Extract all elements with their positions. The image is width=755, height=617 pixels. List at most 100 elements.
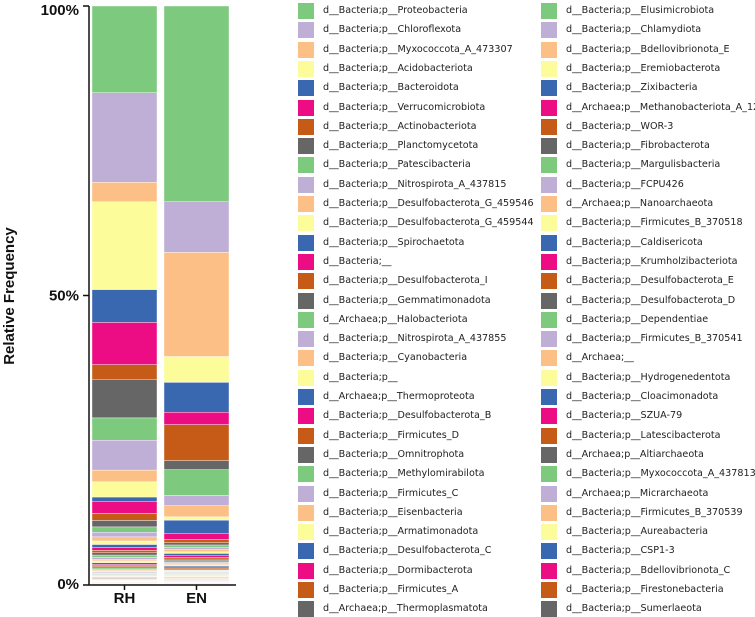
y-tick-label: 100%	[41, 2, 79, 19]
bar-rh-segment-8	[92, 379, 157, 418]
legend-label: d__Bacteria;p__Firmicutes_B_370539	[566, 506, 743, 520]
legend-label: d__Bacteria;p__Myxococcota_A_437813	[566, 467, 755, 481]
legend-swatch	[298, 196, 314, 212]
bar-rh-segment-25	[92, 555, 157, 557]
legend-swatch	[298, 273, 314, 289]
bar-en-segment-3	[164, 252, 229, 356]
legend-swatch	[541, 447, 557, 463]
legend-swatch	[541, 235, 557, 251]
legend-swatch	[541, 196, 557, 212]
legend-label: d__Archaea;p__Halobacteriota	[323, 313, 468, 327]
bar-rh-segment-22	[92, 547, 157, 550]
bar-rh-segment-7	[92, 365, 157, 380]
legend-label: d__Archaea;p__Thermoplasmatota	[323, 602, 488, 616]
legend-swatch	[298, 486, 314, 502]
bar-rh-segment-29	[92, 563, 157, 565]
legend-swatch	[298, 505, 314, 521]
bar-rh-segment-14	[92, 502, 157, 514]
bar-rh-segment-12	[92, 482, 157, 497]
bar-en-segment-19	[164, 550, 229, 552]
bar-en-segment-23	[164, 557, 229, 559]
legend-swatch	[541, 331, 557, 347]
legend-swatch	[541, 215, 557, 231]
legend-label: d__Bacteria;p__Zixibacteria	[566, 81, 697, 95]
legend-swatch	[298, 157, 314, 173]
bar-en-segment-18	[164, 547, 229, 549]
bar-en-segment-8	[164, 461, 229, 470]
legend-swatch	[298, 466, 314, 482]
legend-label: d__Bacteria;p__Spirochaetota	[323, 236, 464, 250]
legend-label: d__Bacteria;p__Desulfobacterota_C	[323, 544, 491, 558]
legend-label: d__Bacteria;p__WOR-3	[566, 120, 673, 134]
legend-label: d__Bacteria;p__Desulfobacterota_G_459544	[323, 216, 534, 230]
bar-en-segment-9	[164, 470, 229, 496]
legend-label: d__Archaea;p__Methanobacteriota_A_1229	[566, 101, 755, 115]
y-ticks: 0% 50% 100%	[41, 2, 89, 593]
legend-label: d__Archaea;p__Thermoproteota	[323, 390, 475, 404]
bar-rh-segment-23	[92, 550, 157, 552]
legend-swatch	[541, 466, 557, 482]
legend-swatch	[298, 3, 314, 19]
legend-swatch	[298, 408, 314, 424]
bar-en-segment-1	[164, 6, 229, 202]
legend-swatch	[541, 563, 557, 579]
legend-swatch	[298, 42, 314, 58]
legend-swatch	[298, 254, 314, 270]
bar-en-segment-20	[164, 552, 229, 554]
legend-label: d__Bacteria;p__Nitrospirota_A_437815	[323, 178, 506, 192]
bar-en-segment-16	[164, 543, 229, 545]
bar-rh-segment-13	[92, 497, 157, 502]
legend-swatch	[541, 3, 557, 19]
bar-rh-segment-2	[92, 93, 157, 183]
bar-rh-segment-28	[92, 561, 157, 563]
bar-rh-segment-24	[92, 553, 157, 555]
legend-swatch	[541, 61, 557, 77]
legend-label: d__Archaea;__	[566, 351, 634, 365]
bar-en-segment-2	[164, 202, 229, 253]
legend-label: d__Bacteria;p__Chloroflexota	[323, 23, 461, 37]
legend-label: d__Bacteria;p__Desulfobacterota_D	[566, 294, 735, 308]
legend-label: d__Bacteria;p__Cyanobacteria	[323, 351, 467, 365]
legend-swatch	[298, 177, 314, 193]
legend-swatch	[298, 543, 314, 559]
bar-rh-segment-17	[92, 527, 157, 532]
bar-rh-segment-6	[92, 322, 157, 364]
legend-swatch	[298, 293, 314, 309]
legend-label: d__Bacteria;p__Planctomycetota	[323, 139, 478, 153]
legend-swatch	[541, 543, 557, 559]
legend-swatch	[541, 486, 557, 502]
legend-swatch	[298, 601, 314, 617]
legend-swatch	[541, 138, 557, 154]
legend-label: d__Bacteria;p__Desulfobacterota_E	[566, 274, 734, 288]
legend-label: d__Bacteria;p__Bacteroidota	[323, 81, 459, 95]
bar-rh-segment-21	[92, 545, 157, 548]
legend-swatch	[541, 582, 557, 598]
legend-swatch	[541, 312, 557, 328]
legend-swatch	[298, 235, 314, 251]
y-tick-label: 50%	[49, 288, 79, 305]
legend-label: d__Bacteria;p__Firestonebacteria	[566, 583, 724, 597]
bar-rh-segment-4	[92, 202, 157, 290]
legend-swatch	[541, 389, 557, 405]
bar-en-segment-24	[164, 559, 229, 561]
y-tick-label: 0%	[57, 576, 79, 593]
legend-label: d__Archaea;p__Micrarchaeota	[566, 487, 708, 501]
bar-rh-segment-3	[92, 182, 157, 201]
bar-en-segment-5	[164, 382, 229, 412]
legend-swatch	[541, 350, 557, 366]
legend-swatch	[541, 293, 557, 309]
legend-label: d__Bacteria;p__Margulisbacteria	[566, 158, 720, 172]
legend-swatch	[298, 100, 314, 116]
x-tick-label-rh: RH	[114, 590, 136, 606]
legend-label: d__Bacteria;p__Verrucomicrobiota	[323, 101, 485, 115]
bar-en-segment-4	[164, 357, 229, 383]
legend-swatch	[541, 505, 557, 521]
legend-label: d__Archaea;p__Altiarchaeota	[566, 448, 704, 462]
legend-label: d__Bacteria;p__Desulfobacterota_I	[323, 274, 488, 288]
legend-swatch	[541, 524, 557, 540]
legend-label: d__Bacteria;__	[323, 255, 391, 269]
bar-en-segment-15	[164, 539, 229, 542]
legend-swatch	[298, 389, 314, 405]
legend-label: d__Bacteria;p__Cloacimonadota	[566, 390, 718, 404]
